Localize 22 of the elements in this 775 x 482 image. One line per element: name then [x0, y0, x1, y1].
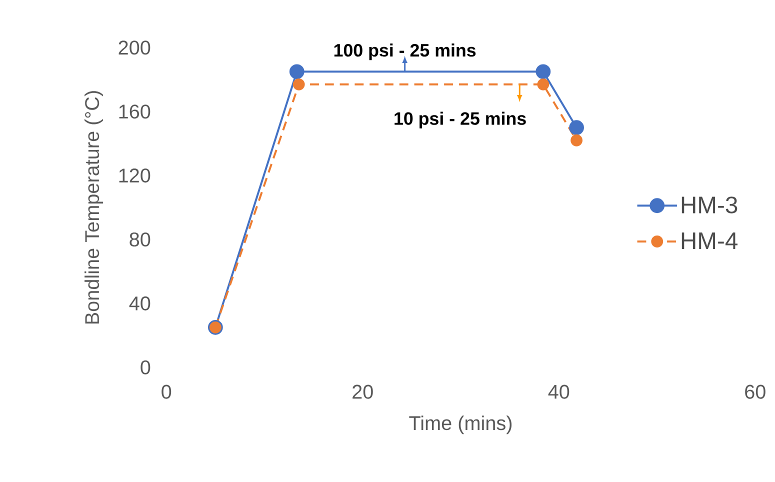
point: [292, 78, 305, 91]
point: [536, 64, 551, 80]
point: [570, 134, 583, 147]
y-tick-label: 80: [130, 232, 150, 247]
point: [289, 64, 304, 80]
x-tick-label: 20: [352, 385, 373, 400]
legend-label: HM-4: [682, 232, 738, 250]
x-tick-label: 40: [548, 385, 570, 400]
y-tick-label: 120: [119, 168, 150, 183]
annotation: 10 psi - 25 mins: [394, 112, 526, 129]
legend-label: HM-3: [682, 196, 738, 214]
y-tick-label: 160: [119, 104, 150, 119]
x-tick-label: 0: [162, 385, 172, 400]
y-tick-label: 0: [140, 360, 150, 375]
point: [569, 120, 584, 136]
y-tick-label: 40: [129, 296, 150, 311]
x-tick-label: 60: [745, 385, 766, 400]
y-axis-title: Bondline Temperature (°C): [84, 91, 104, 324]
y-tick-label: 200: [118, 40, 150, 55]
x-axis-title: Time (mins): [409, 416, 512, 434]
point: [537, 78, 550, 91]
annotation: 100 psi - 25 mins: [334, 44, 476, 60]
